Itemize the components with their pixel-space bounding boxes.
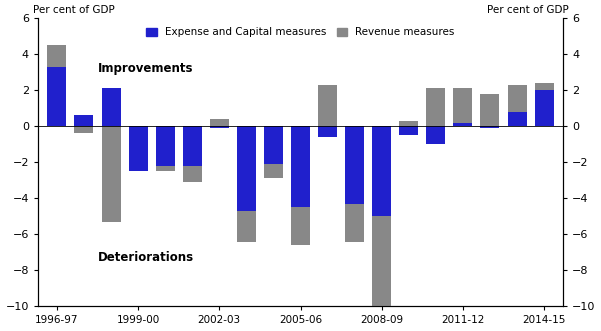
Bar bbox=[535, 90, 554, 126]
Bar bbox=[372, 126, 391, 216]
Bar bbox=[264, 164, 283, 178]
Bar bbox=[480, 126, 499, 128]
Bar bbox=[183, 126, 202, 166]
Bar bbox=[291, 207, 310, 245]
Bar bbox=[156, 166, 175, 171]
Bar bbox=[156, 126, 175, 166]
Bar bbox=[426, 126, 445, 144]
Bar bbox=[237, 211, 256, 242]
Bar bbox=[237, 126, 256, 211]
Bar bbox=[345, 126, 364, 204]
Bar bbox=[102, 126, 121, 222]
Bar bbox=[372, 216, 391, 331]
Bar bbox=[210, 126, 229, 128]
Bar bbox=[47, 67, 66, 126]
Bar bbox=[453, 88, 472, 122]
Text: Per cent of GDP: Per cent of GDP bbox=[32, 5, 114, 15]
Bar bbox=[399, 126, 418, 135]
Bar bbox=[75, 126, 93, 133]
Bar bbox=[129, 126, 148, 171]
Bar bbox=[535, 83, 554, 90]
Bar bbox=[47, 45, 66, 67]
Bar bbox=[75, 116, 93, 126]
Bar bbox=[508, 112, 526, 126]
Bar bbox=[291, 126, 310, 207]
Bar bbox=[480, 94, 499, 126]
Bar bbox=[426, 88, 445, 126]
Bar bbox=[183, 166, 202, 182]
Bar bbox=[453, 122, 472, 126]
Text: Improvements: Improvements bbox=[97, 62, 193, 75]
Bar bbox=[508, 85, 526, 112]
Bar bbox=[210, 119, 229, 126]
Bar bbox=[264, 126, 283, 164]
Text: Deteriorations: Deteriorations bbox=[97, 251, 194, 264]
Legend: Expense and Capital measures, Revenue measures: Expense and Capital measures, Revenue me… bbox=[142, 23, 459, 42]
Bar bbox=[318, 126, 337, 137]
Bar bbox=[318, 85, 337, 126]
Bar bbox=[345, 204, 364, 242]
Text: Per cent of GDP: Per cent of GDP bbox=[487, 5, 569, 15]
Bar bbox=[102, 88, 121, 126]
Bar bbox=[399, 121, 418, 126]
